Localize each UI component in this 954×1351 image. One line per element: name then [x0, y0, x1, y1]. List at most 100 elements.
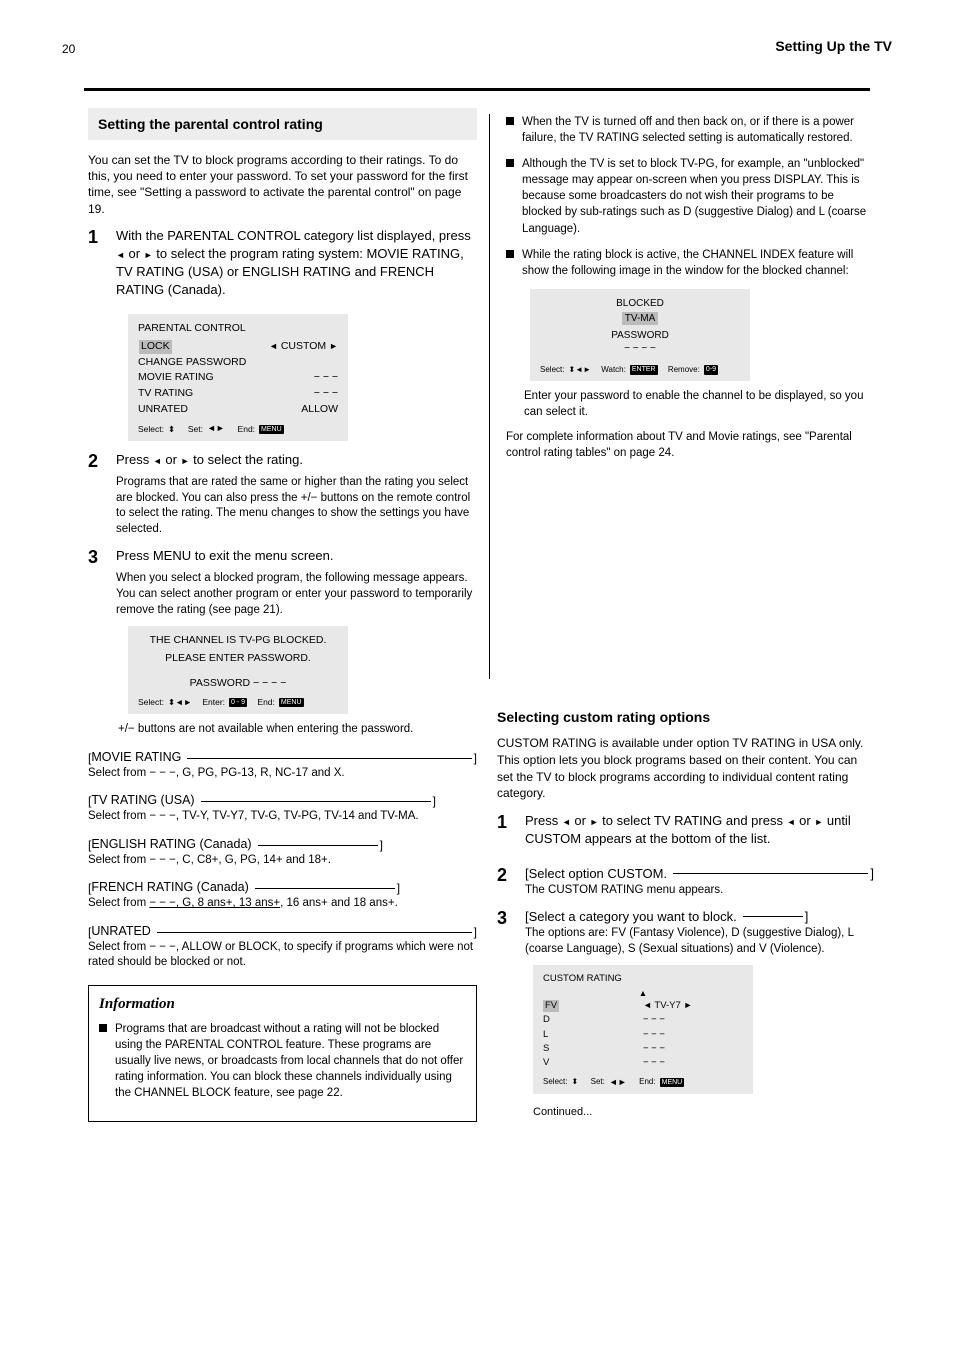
step-number: 3: [497, 908, 515, 957]
continued-label: Continued...: [533, 1106, 874, 1118]
movie-rating-item: [MOVIE RATING] Select from − − −, G, PG,…: [88, 750, 477, 782]
step2-text-b: or: [165, 452, 180, 467]
movie-rating-desc-b: − − −, G, PG, PG-13, R, NC-17 and X.: [149, 767, 344, 779]
c-step1-a: Press: [525, 813, 562, 828]
osd3-rating-sel: TV-MA: [622, 312, 659, 325]
info-item: When the TV is turned off and then back …: [506, 114, 874, 146]
step1-text-c: to select the program rating system: MOV…: [116, 246, 464, 297]
custom-rating-title: Selecting custom rating options: [497, 709, 874, 725]
left-arrow-icon: ◄: [153, 456, 162, 466]
step-number: 2: [497, 865, 515, 899]
step-3: 3 Press MENU to exit the menu screen. Wh…: [88, 547, 477, 618]
osd2-rating-sel: TV-PG: [239, 634, 271, 646]
osd-row-val: ALLOW: [301, 403, 338, 417]
step-2: 2 Press ◄ or ► to select the rating. Pro…: [88, 451, 477, 537]
page-header-title: Setting Up the TV: [775, 38, 892, 54]
info-item: Programs that are broadcast without a ra…: [99, 1021, 466, 1101]
custom-rating-intro: CUSTOM RATING is available under option …: [497, 735, 874, 802]
custom-step-2: 2 [Select option CUSTOM.] The CUSTOM RAT…: [497, 865, 874, 899]
osd-row-val: − − −: [314, 371, 338, 385]
tv-rating-usa-item: [TV RATING (USA)] Select from − − −, TV-…: [88, 793, 477, 825]
c-step2-note: The CUSTOM RATING menu appears.: [525, 883, 874, 899]
intro-paragraph: You can set the TV to block programs acc…: [88, 152, 477, 217]
information-title: Information: [99, 996, 466, 1013]
french-rating-desc-c: , 16 ans+ and 18 ans+.: [280, 897, 398, 909]
info-item-text: Programs that are broadcast without a ra…: [115, 1021, 466, 1101]
french-rating-desc-a: Select from: [88, 897, 149, 909]
osd-row-val: − − −: [643, 1029, 665, 1041]
osd2-line3: PLEASE ENTER PASSWORD.: [138, 648, 338, 666]
osd-bottom-hints: Select:⬍◄► Watch:ENTER Remove:0-9: [540, 355, 740, 375]
square-bullet-icon: [506, 159, 514, 167]
square-bullet-icon: [506, 250, 514, 258]
up-arrow-icon: ▲: [639, 988, 647, 999]
french-rating-desc-b: − − −, G, 8 ans+, 13 ans+: [149, 897, 280, 909]
square-bullet-icon: [506, 117, 514, 125]
osd-row-val: − − −: [643, 1057, 665, 1069]
left-arrow-icon: ◄: [787, 817, 796, 827]
osd-title: PARENTAL CONTROL: [138, 322, 338, 340]
osd-row-key: MOVIE RATING: [138, 371, 214, 385]
osd-blocked-message: THE CHANNEL IS TV-PG BLOCKED. PLEASE ENT…: [128, 626, 348, 714]
osd3-line4: − − − −: [540, 342, 740, 355]
osd-row-key: V: [543, 1057, 643, 1069]
osd-title: CUSTOM RATING: [543, 973, 743, 985]
osd-row-key: UNRATED: [138, 403, 188, 417]
info-item-text: Although the TV is set to block TV-PG, f…: [522, 156, 874, 236]
header-rule: [84, 88, 870, 91]
info-item: Although the TV is set to block TV-PG, f…: [506, 156, 874, 236]
osd3-line3: PASSWORD: [540, 325, 740, 342]
osd-row-key: S: [543, 1043, 643, 1055]
section-title-parental-rating: Setting the parental control rating: [88, 108, 477, 140]
step-1: 1 With the PARENTAL CONTROL category lis…: [88, 227, 477, 306]
osd2-line2: BLOCKED.: [273, 634, 326, 646]
right-arrow-icon: ►: [181, 456, 190, 466]
closing-paragraph: For complete information about TV and Mo…: [506, 430, 874, 461]
tv-rating-usa-label: TV RATING (USA): [91, 793, 194, 807]
french-rating-label: FRENCH RATING (Canada): [91, 880, 248, 894]
step-number: 3: [88, 547, 106, 618]
c-step1-d: or: [799, 813, 814, 828]
right-arrow-icon: ►: [144, 250, 153, 260]
osd-parental-control: PARENTAL CONTROL LOCK◄ CUSTOM ► CHANGE P…: [128, 314, 348, 442]
osd3-note: Enter your password to enable the channe…: [524, 389, 874, 420]
step1-text-b: or: [129, 246, 144, 261]
info-item-text: When the TV is turned off and then back …: [522, 114, 874, 146]
osd-row-key: LOCK: [138, 340, 173, 354]
right-arrow-icon: ►: [590, 817, 599, 827]
osd-bottom-hints: Select:⬍◄► Enter:0 - 9 End:MENU: [138, 691, 338, 708]
right-column: When the TV is turned off and then back …: [477, 108, 894, 1122]
osd-row-val: − − −: [643, 1043, 665, 1055]
movie-rating-label: MOVIE RATING: [91, 750, 181, 764]
c-step3-note: The options are: FV (Fantasy Violence), …: [525, 926, 874, 957]
c-step2-a: Select option CUSTOM.: [529, 865, 667, 883]
tv-rating-usa-desc: Select from − − −, TV-Y, TV-Y7, TV-G, TV…: [88, 809, 477, 825]
step2-text-c: to select the rating.: [193, 452, 303, 467]
english-rating-item: [ENGLISH RATING (Canada)] Select from − …: [88, 837, 477, 869]
unrated-item: [UNRATED] Select from − − −, ALLOW or BL…: [88, 924, 477, 971]
step3-note: When you select a blocked program, the f…: [116, 571, 477, 618]
page-number: 20: [62, 42, 75, 56]
osd-custom-rating: CUSTOM RATING ▲ FV◄ TV-Y7 ► D− − − L− − …: [533, 965, 753, 1094]
step2-text-a: Press: [116, 452, 153, 467]
c-step1-b: or: [574, 813, 589, 828]
osd-bottom-hints: Select:⬍ Set:◄► End:MENU: [138, 417, 338, 435]
movie-rating-desc-a: Select from: [88, 767, 149, 779]
osd-row-val: TV-Y7: [654, 1000, 680, 1011]
osd-row-key: D: [543, 1014, 643, 1026]
pm-note: +/− buttons are not available when enter…: [118, 722, 477, 738]
square-bullet-icon: [99, 1024, 107, 1032]
custom-step-3: 3 [Select a category you want to block.]…: [497, 908, 874, 957]
left-arrow-icon: ◄: [116, 250, 125, 260]
step3-main: Press MENU to exit the menu screen.: [116, 547, 477, 565]
french-rating-item: [FRENCH RATING (Canada)] Select from − −…: [88, 880, 477, 912]
step-number: 1: [497, 812, 515, 854]
osd-channel-index-blocked: BLOCKED TV-MA PASSWORD − − − − Select:⬍◄…: [530, 289, 750, 381]
right-arrow-icon: ►: [814, 817, 823, 827]
osd-row-key: FV: [543, 1000, 559, 1012]
english-rating-label: ENGLISH RATING (Canada): [91, 837, 251, 851]
left-arrow-icon: ◄: [562, 817, 571, 827]
c-step1-c: to select TV RATING and press: [602, 813, 786, 828]
english-rating-desc: Select from − − −, C, C8+, G, PG, 14+ an…: [88, 853, 477, 869]
osd2-line4: PASSWORD − − − −: [138, 665, 338, 691]
